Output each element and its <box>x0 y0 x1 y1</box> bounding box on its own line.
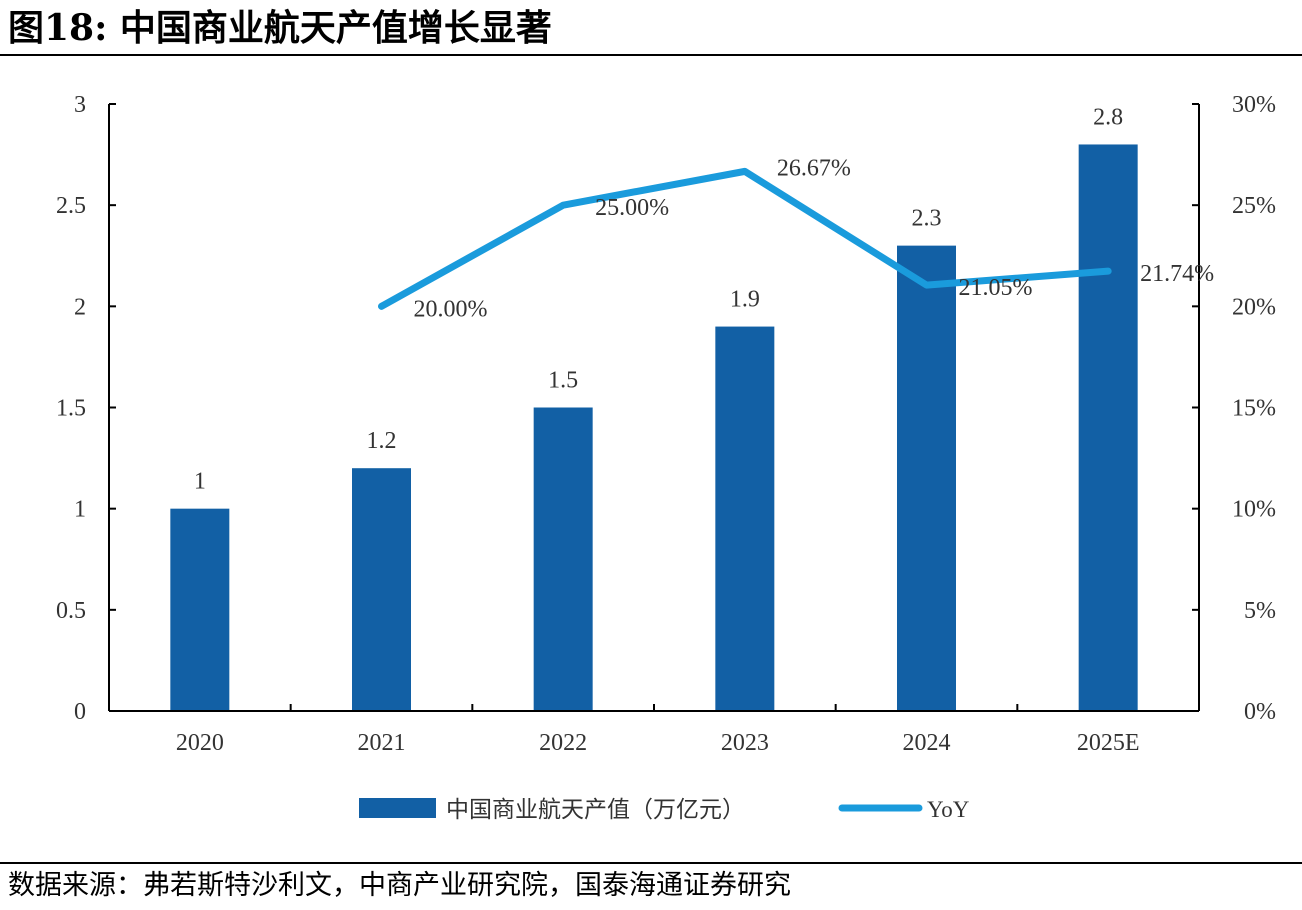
y-left-tick-label: 3 <box>74 92 86 118</box>
legend-label-bars: 中国商业航天产值（万亿元） <box>446 797 745 823</box>
bar-value-label: 1 <box>194 469 206 495</box>
y-right-tick-label: 5% <box>1244 598 1276 624</box>
x-tick-label: 2021 <box>358 730 406 756</box>
bar <box>533 407 593 711</box>
source-divider <box>0 862 1302 864</box>
bar <box>352 468 411 711</box>
x-tick-label: 2022 <box>539 730 587 756</box>
bar <box>715 326 775 711</box>
y-right-tick-label: 10% <box>1232 497 1276 523</box>
y-right-tick-label: 20% <box>1232 294 1276 320</box>
bar-value-label: 1.9 <box>730 287 760 313</box>
legend-swatch-bars <box>359 798 436 818</box>
y-left-tick-label: 1.5 <box>56 396 86 422</box>
yoy-value-label: 21.05% <box>959 275 1033 301</box>
y-left-tick-label: 1 <box>74 497 86 523</box>
legend-label-yoy: YoY <box>927 797 970 822</box>
yoy-value-label: 21.74% <box>1140 261 1214 287</box>
y-left-tick-label: 2 <box>74 294 86 320</box>
y-right-tick-label: 25% <box>1232 193 1276 219</box>
bar-value-label: 2.3 <box>912 206 942 232</box>
y-right-tick-label: 15% <box>1232 396 1276 422</box>
y-left-tick-label: 0 <box>74 699 86 725</box>
yoy-value-label: 25.00% <box>595 195 669 221</box>
x-tick-label: 2025E <box>1077 730 1140 756</box>
x-tick-label: 2020 <box>176 730 224 756</box>
chart: 00.511.522.530%5%10%15%20%25%30%11.21.51… <box>56 92 1276 823</box>
x-tick-label: 2023 <box>721 730 769 756</box>
yoy-value-label: 20.00% <box>414 296 488 322</box>
bar-value-label: 1.5 <box>548 368 578 394</box>
figure-title: 图18: 中国商业航天产值增长显著 <box>8 7 552 49</box>
bar <box>1078 144 1138 711</box>
source-note: 数据来源：弗若斯特沙利文，中商产业研究院，国泰海通证券研究 <box>8 870 791 901</box>
bar <box>897 245 956 711</box>
y-right-tick-label: 30% <box>1232 92 1276 118</box>
bar <box>170 508 230 711</box>
y-left-tick-label: 0.5 <box>56 598 86 624</box>
bar-value-label: 2.8 <box>1093 104 1123 130</box>
yoy-value-label: 26.67% <box>777 155 851 181</box>
y-left-tick-label: 2.5 <box>56 193 86 219</box>
x-tick-label: 2024 <box>903 730 951 756</box>
title-divider <box>0 54 1302 56</box>
bar-value-label: 1.2 <box>367 428 397 454</box>
y-right-tick-label: 0% <box>1244 699 1276 725</box>
